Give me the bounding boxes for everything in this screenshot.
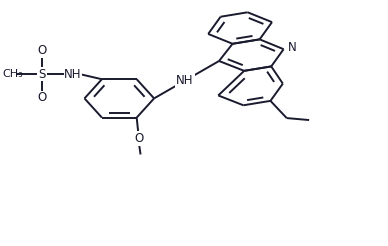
Text: S: S bbox=[38, 68, 46, 81]
Text: O: O bbox=[37, 45, 47, 57]
Text: NH: NH bbox=[176, 75, 193, 87]
Text: O: O bbox=[37, 91, 47, 104]
Text: O: O bbox=[134, 132, 143, 145]
Text: NH: NH bbox=[64, 68, 81, 81]
Text: N: N bbox=[288, 42, 297, 54]
Text: CH₃: CH₃ bbox=[3, 69, 23, 79]
